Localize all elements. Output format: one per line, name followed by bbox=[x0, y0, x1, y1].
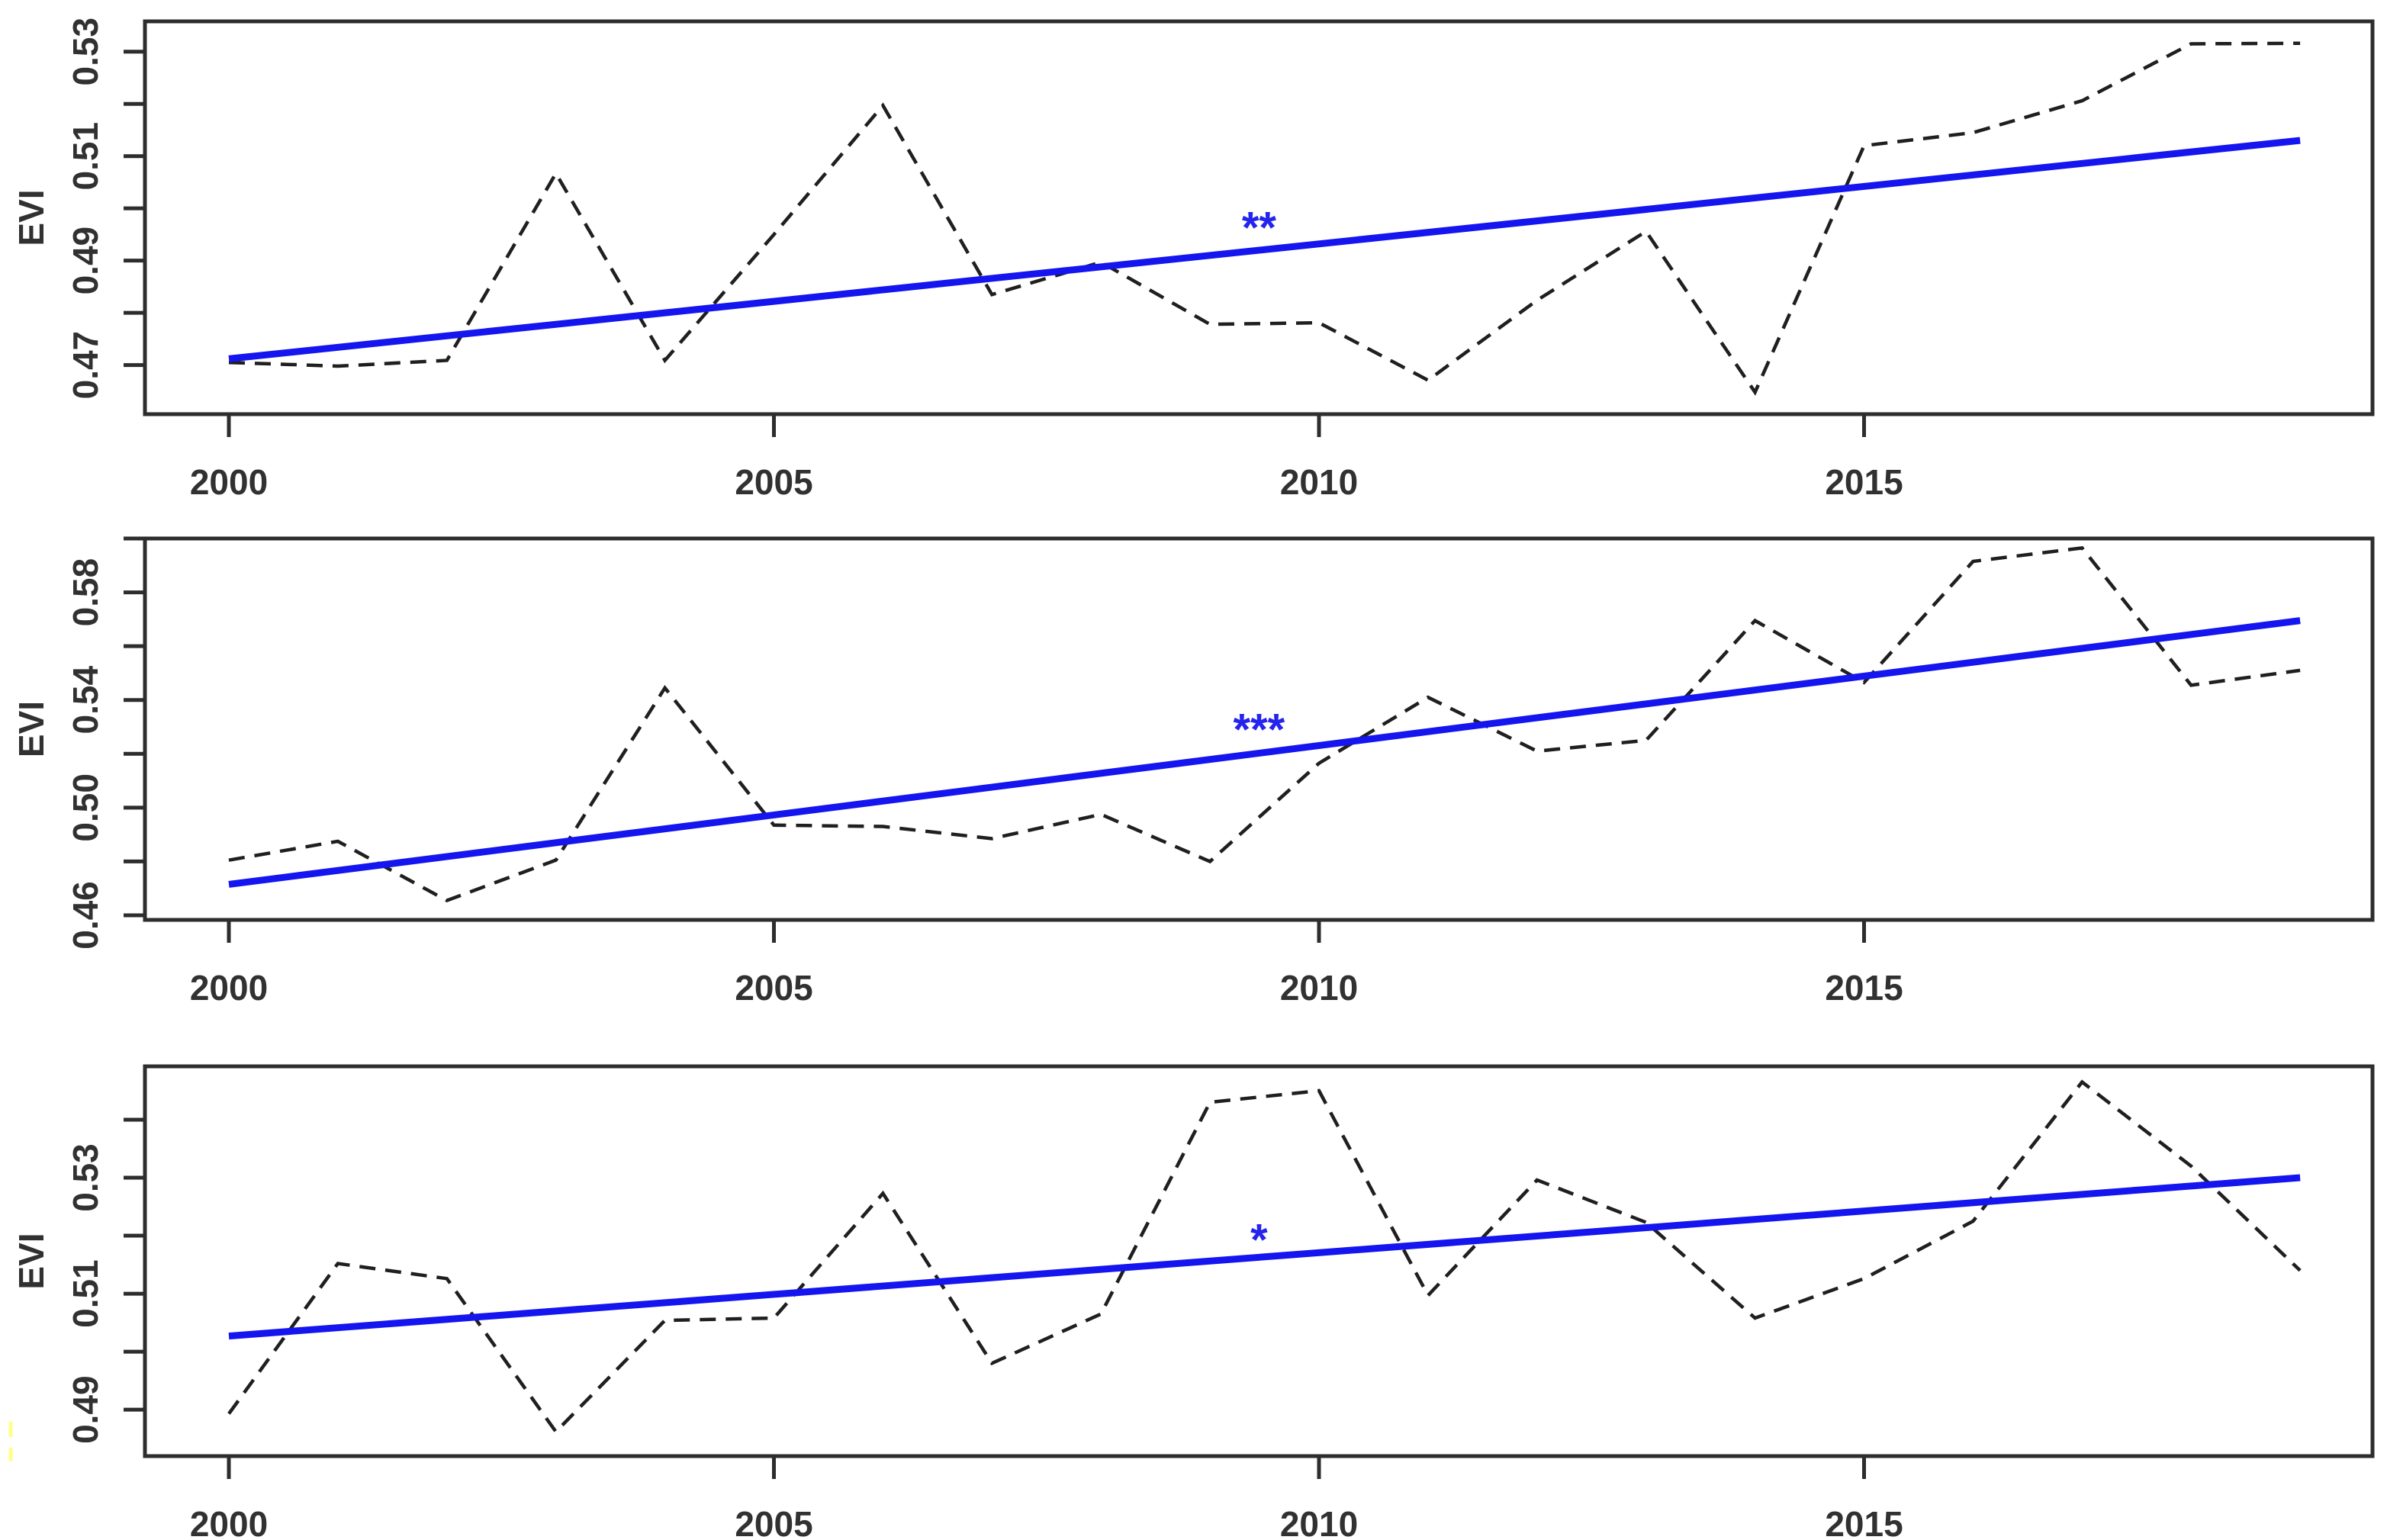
y-tick-label: 0.51 bbox=[66, 1259, 105, 1328]
plot-box bbox=[143, 1064, 2375, 1458]
panel-3: 0.49 0.51 0.53 2000 2005 2010 2015 EVI * bbox=[11, 1064, 2375, 1540]
y-tick-label: 0.49 bbox=[66, 1375, 105, 1444]
x-tick-label: 2000 bbox=[190, 968, 268, 1008]
trend-line bbox=[228, 137, 2301, 362]
dashed-evi-series bbox=[228, 41, 2301, 396]
y-tick-label: 0.53 bbox=[66, 1143, 105, 1212]
y-axis-title: EVI bbox=[11, 701, 51, 757]
x-tick-label: 2000 bbox=[190, 1504, 268, 1540]
panel-2: 0.46 0.50 0.54 0.58 2000 2005 2010 2015 EVI *** bbox=[11, 536, 2375, 1008]
y-tick-label: 0.51 bbox=[66, 122, 105, 191]
y-tick-label: 0.54 bbox=[66, 666, 105, 735]
significance-stars: ** bbox=[1242, 204, 1277, 253]
plot-box bbox=[143, 19, 2375, 416]
x-tick-label: 2010 bbox=[1280, 968, 1358, 1008]
y-axis-title: EVI bbox=[11, 189, 51, 246]
trend-line bbox=[228, 617, 2301, 888]
y-tick-label: 0.58 bbox=[66, 558, 105, 627]
plot-box bbox=[143, 536, 2375, 922]
x-tick-label: 2015 bbox=[1825, 968, 1903, 1008]
x-tick-label: 2015 bbox=[1825, 462, 1903, 502]
significance-stars: *** bbox=[1234, 705, 1285, 754]
dashed-evi-series bbox=[228, 545, 2301, 903]
x-tick-label: 2000 bbox=[190, 462, 268, 502]
y-tick-label: 0.50 bbox=[66, 773, 105, 842]
x-tick-label: 2005 bbox=[735, 462, 812, 502]
panel-1: 0.47 0.49 0.51 0.53 2000 2005 2010 2015 EVI ** bbox=[11, 18, 2375, 502]
x-tick-label: 2005 bbox=[735, 968, 812, 1008]
significance-stars: * bbox=[1250, 1216, 1268, 1265]
x-tick-label: 2005 bbox=[735, 1504, 812, 1540]
x-tick-label: 2010 bbox=[1280, 1504, 1358, 1540]
y-tick-label: 0.49 bbox=[66, 227, 105, 295]
x-tick-label: 2010 bbox=[1280, 462, 1358, 502]
y-tick-label: 0.46 bbox=[66, 881, 105, 950]
y-tick-label: 0.47 bbox=[66, 331, 105, 400]
y-axis-title: EVI bbox=[11, 1233, 51, 1289]
x-tick-label: 2015 bbox=[1825, 1504, 1903, 1540]
trend-line bbox=[228, 1174, 2301, 1340]
y-tick-label: 0.53 bbox=[66, 18, 105, 86]
